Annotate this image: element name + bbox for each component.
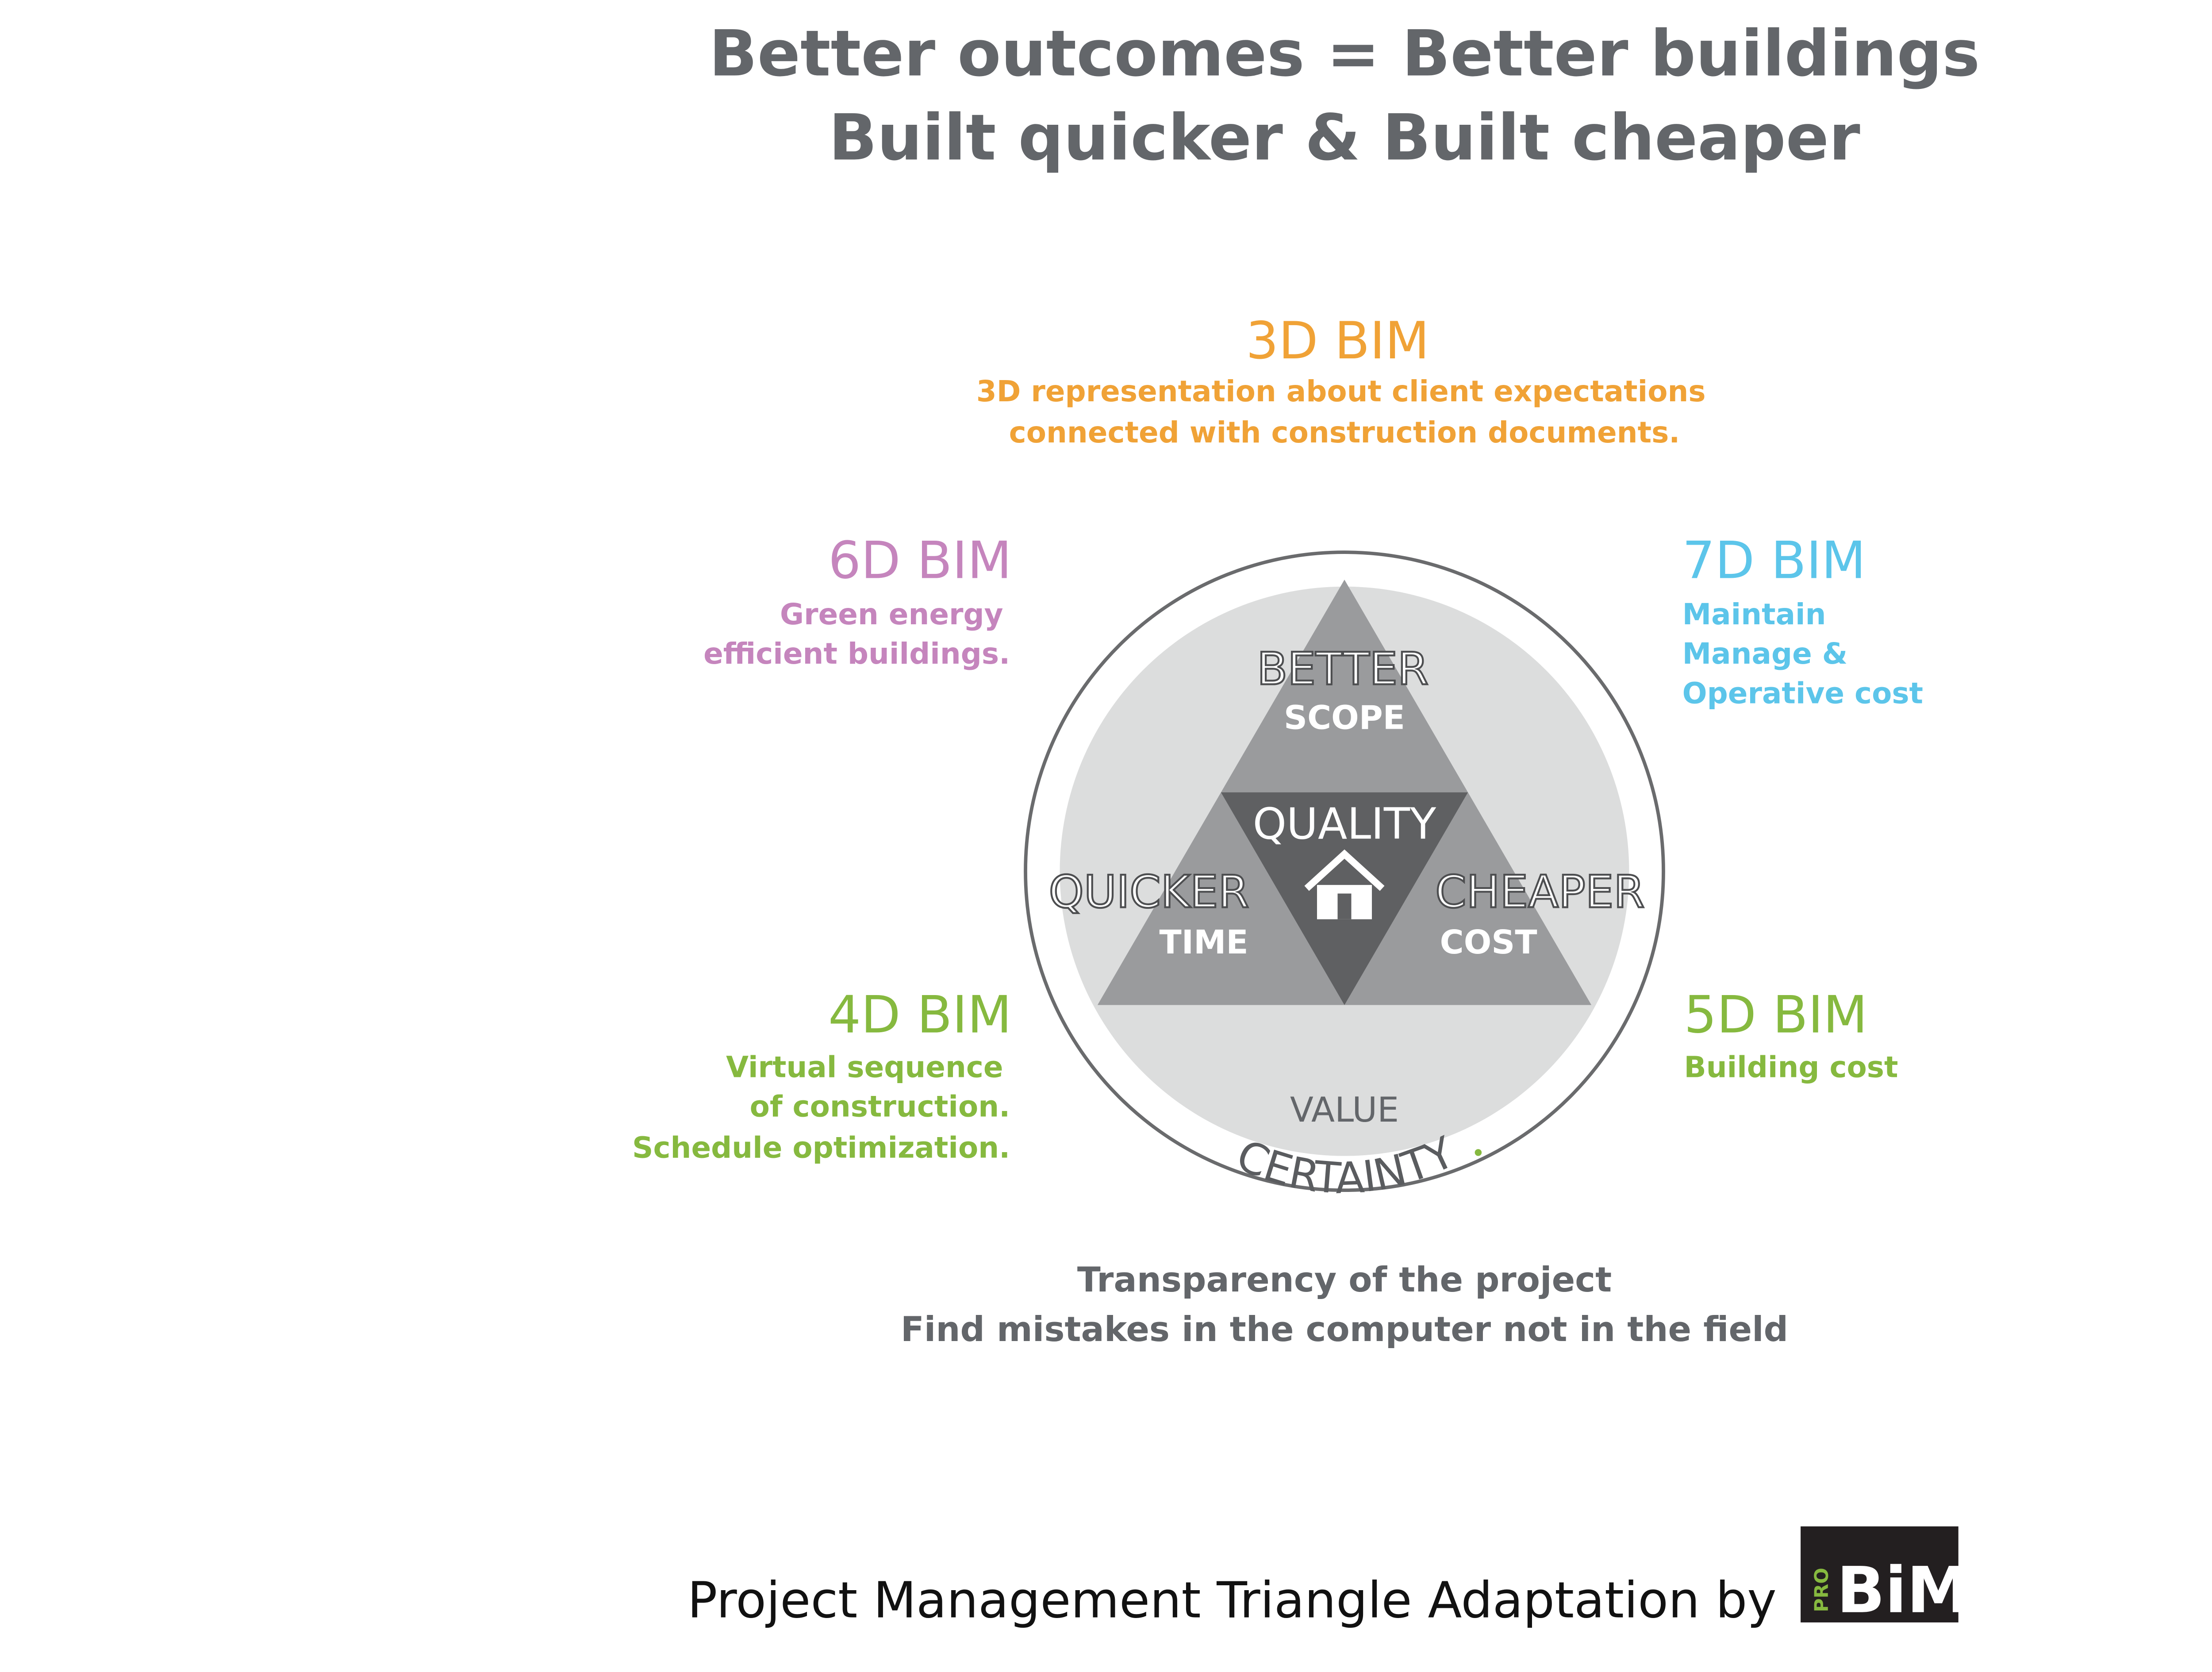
bim-3d-line-1: 3D representation about client expectati… [976, 374, 1706, 408]
bim-4d-line-2: of construction. [750, 1089, 1010, 1123]
bim-7d-line-1: Maintain [1682, 597, 1826, 631]
bim-3d-heading: 3D BIM [1246, 311, 1429, 371]
house-icon [1304, 849, 1385, 919]
better-label: BETTER [1257, 643, 1429, 695]
bim-6d-line-2: efficient buildings. [703, 637, 1010, 671]
logo-pro: PRO [1811, 1568, 1833, 1612]
bim-5d-group: 5D BIM Building cost [1684, 985, 1898, 1084]
outer-ring [1024, 550, 1665, 1192]
footnote-line-1: Transparency of the project [1077, 1260, 1612, 1300]
bim-3d-line-2: connected with construction documents. [1009, 415, 1680, 450]
credit-text: Project Management Triangle Adaptation b… [687, 1571, 1777, 1629]
title-line-2: Built quicker & Built cheaper [829, 100, 1860, 174]
bim-7d-line-2: Manage & [1682, 637, 1848, 671]
quality-label: QUALITY [1253, 799, 1436, 849]
scope-label: SCOPE [1284, 699, 1405, 737]
bim-4d-line-3: Schedule optimization. [632, 1130, 1010, 1165]
bim-3d-group: 3D BIM 3D representation about client ex… [976, 311, 1706, 450]
bim-7d-heading: 7D BIM [1682, 530, 1866, 590]
logo-bim: BiM [1836, 1553, 1970, 1627]
bim-6d-line-1: Green energy [780, 597, 1003, 631]
bim-6d-heading: 6D BIM [828, 530, 1012, 590]
bim-7d-group: 7D BIM Maintain Manage & Operative cost [1682, 530, 1923, 710]
bim-4d-group: 4D BIM Virtual sequence of construction.… [632, 985, 1012, 1165]
time-label: TIME [1160, 924, 1248, 961]
ring-end-dot [1475, 1149, 1482, 1156]
footnote-line-2: Find mistakes in the computer not in the… [901, 1310, 1788, 1349]
bim-6d-group: 6D BIM Green energy efficient buildings. [703, 530, 1012, 671]
cheaper-label: CHEAPER [1435, 866, 1644, 918]
bim-7d-line-3: Operative cost [1682, 676, 1923, 710]
outer-triangle [1097, 580, 1592, 1005]
bim-5d-line-1: Building cost [1684, 1050, 1898, 1084]
quicker-label: QUICKER [1049, 866, 1249, 918]
probim-logo: PRO BiM [1801, 1526, 1970, 1627]
title-line-1: Better outcomes = Better buildings [709, 17, 1980, 91]
value-label: VALUE [1290, 1090, 1399, 1130]
bim-4d-heading: 4D BIM [828, 985, 1012, 1045]
bim-5d-heading: 5D BIM [1684, 985, 1868, 1045]
bim-4d-line-1: Virtual sequence [726, 1050, 1003, 1084]
cost-label: COST [1440, 924, 1537, 961]
